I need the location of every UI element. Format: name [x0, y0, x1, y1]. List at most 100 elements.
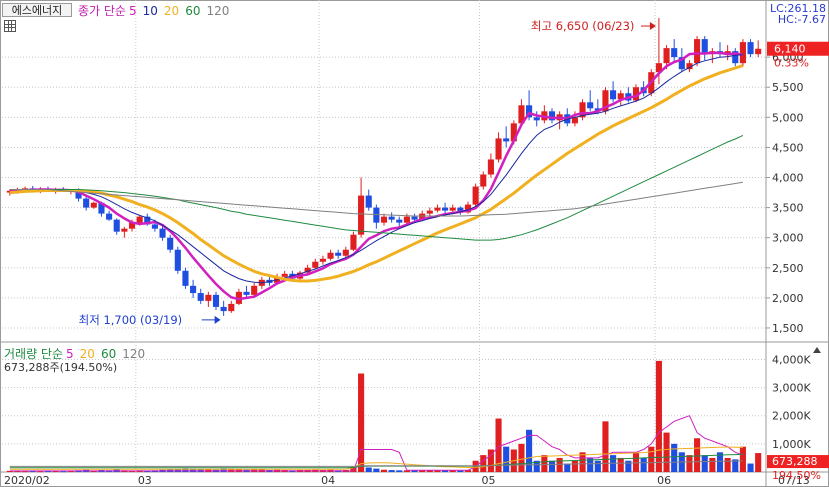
candle-body: [75, 190, 82, 199]
volume-bar: [694, 438, 701, 472]
volume-bar: [548, 460, 556, 472]
low-annotation: 최저 1,700 (03/19): [79, 313, 183, 327]
candle-body: [587, 102, 594, 109]
vol-ma20-legend: 20: [79, 347, 95, 361]
volume-bar: [29, 471, 36, 473]
candle-body: [403, 216, 410, 223]
vol-ma60-legend: 60: [100, 347, 117, 361]
candle-body: [243, 291, 250, 295]
volume-bar: [571, 460, 578, 472]
volume-bar: [373, 468, 380, 472]
candle-body: [228, 303, 235, 312]
vol-ma120-legend: 120: [122, 347, 146, 361]
x-axis-label: 03: [138, 474, 152, 487]
price-tick-label: 3,500: [772, 202, 804, 215]
volume-bar: [22, 471, 29, 473]
volume-bar: [648, 446, 655, 472]
candle-body: [327, 252, 334, 259]
candle-body: [212, 294, 220, 307]
candle-body: [98, 202, 105, 214]
candle-body: [526, 105, 533, 118]
current-change-label: 0.33%: [774, 57, 809, 70]
candle-body: [113, 219, 120, 232]
candle-body: [449, 207, 456, 211]
volume-tick-label: 1,000K: [772, 438, 811, 451]
volume-bar: [411, 470, 418, 472]
volume-bar: [579, 452, 586, 472]
candle-body: [373, 207, 380, 223]
candle-body: [159, 228, 166, 238]
candle-body: [182, 270, 189, 286]
volume-ma120-line: [9, 460, 743, 467]
candle-body: [724, 51, 731, 55]
candle-body: [426, 210, 433, 214]
candle-body: [739, 42, 746, 64]
volume-bar: [365, 467, 372, 472]
volume-bar: [44, 470, 52, 472]
candle-body: [319, 258, 326, 262]
volume-ma5-line: [9, 415, 744, 472]
price-tick-label: 3,000: [772, 232, 804, 245]
candle-body: [22, 188, 29, 190]
candle-body: [396, 219, 403, 223]
volume-bar: [640, 457, 647, 472]
hc-readout: HC:-7.67: [777, 13, 826, 26]
candle-body: [533, 117, 540, 121]
candle-body: [632, 87, 640, 101]
vol-ma5-legend: 5: [66, 347, 74, 361]
candle-body: [388, 216, 395, 220]
volume-tick-label: 3,000K: [772, 382, 811, 395]
candle-body: [602, 90, 609, 112]
candle-body: [106, 213, 113, 220]
volume-bar: [716, 452, 724, 472]
lc-readout: LC:261.18: [769, 2, 826, 15]
volume-bar: [724, 457, 731, 472]
candle-body: [205, 294, 212, 301]
candle-body: [335, 252, 342, 256]
candle-body: [83, 198, 90, 208]
candle-body: [304, 267, 311, 273]
candle-body: [442, 207, 449, 211]
candle-body: [174, 249, 181, 271]
stock-name-button[interactable]: 에스에너지: [2, 3, 72, 17]
candle-body: [121, 228, 128, 232]
current-volume-box: [767, 455, 829, 469]
volume-bar: [419, 470, 426, 472]
volume-bar: [533, 460, 540, 472]
volume-bar: [632, 452, 640, 472]
candle-body: [358, 195, 365, 235]
x-axis-end-label: 07/13: [778, 474, 810, 487]
price-legend: 종가 단순 5 10 20 60 120: [78, 2, 235, 19]
candle-body: [610, 90, 617, 100]
ma5-line: [9, 51, 744, 301]
volume-bar: [755, 453, 762, 472]
volume-bar: [449, 470, 456, 472]
grid-table-icon[interactable]: [4, 20, 16, 32]
candle-body: [411, 216, 418, 220]
volume-bar: [52, 471, 59, 473]
price-tick-label: 2,000: [772, 292, 804, 305]
volume-bar: [426, 470, 433, 472]
volume-bar: [587, 457, 594, 472]
candle-body: [678, 57, 685, 70]
volume-bar: [671, 443, 678, 472]
volume-tick-label: 2,000K: [772, 410, 811, 423]
ma60-legend: 60: [185, 4, 201, 18]
candle-body: [701, 39, 708, 55]
candle-body: [571, 117, 578, 124]
current-volume-label: 673,288: [772, 455, 818, 468]
price-tick-label: 5,500: [772, 81, 804, 94]
volume-bar: [396, 470, 403, 472]
candle-body: [686, 63, 693, 70]
volume-bar: [182, 468, 189, 472]
current-volume-change: 194.50%: [772, 469, 821, 482]
candle-body: [365, 195, 372, 208]
candle-body: [151, 224, 158, 229]
volume-bar: [617, 457, 624, 472]
candle-body: [671, 48, 678, 58]
price-tick-label: 4,000: [772, 172, 804, 185]
volume-bar: [495, 418, 502, 472]
candle-body: [732, 51, 739, 64]
candle-body: [350, 234, 357, 250]
